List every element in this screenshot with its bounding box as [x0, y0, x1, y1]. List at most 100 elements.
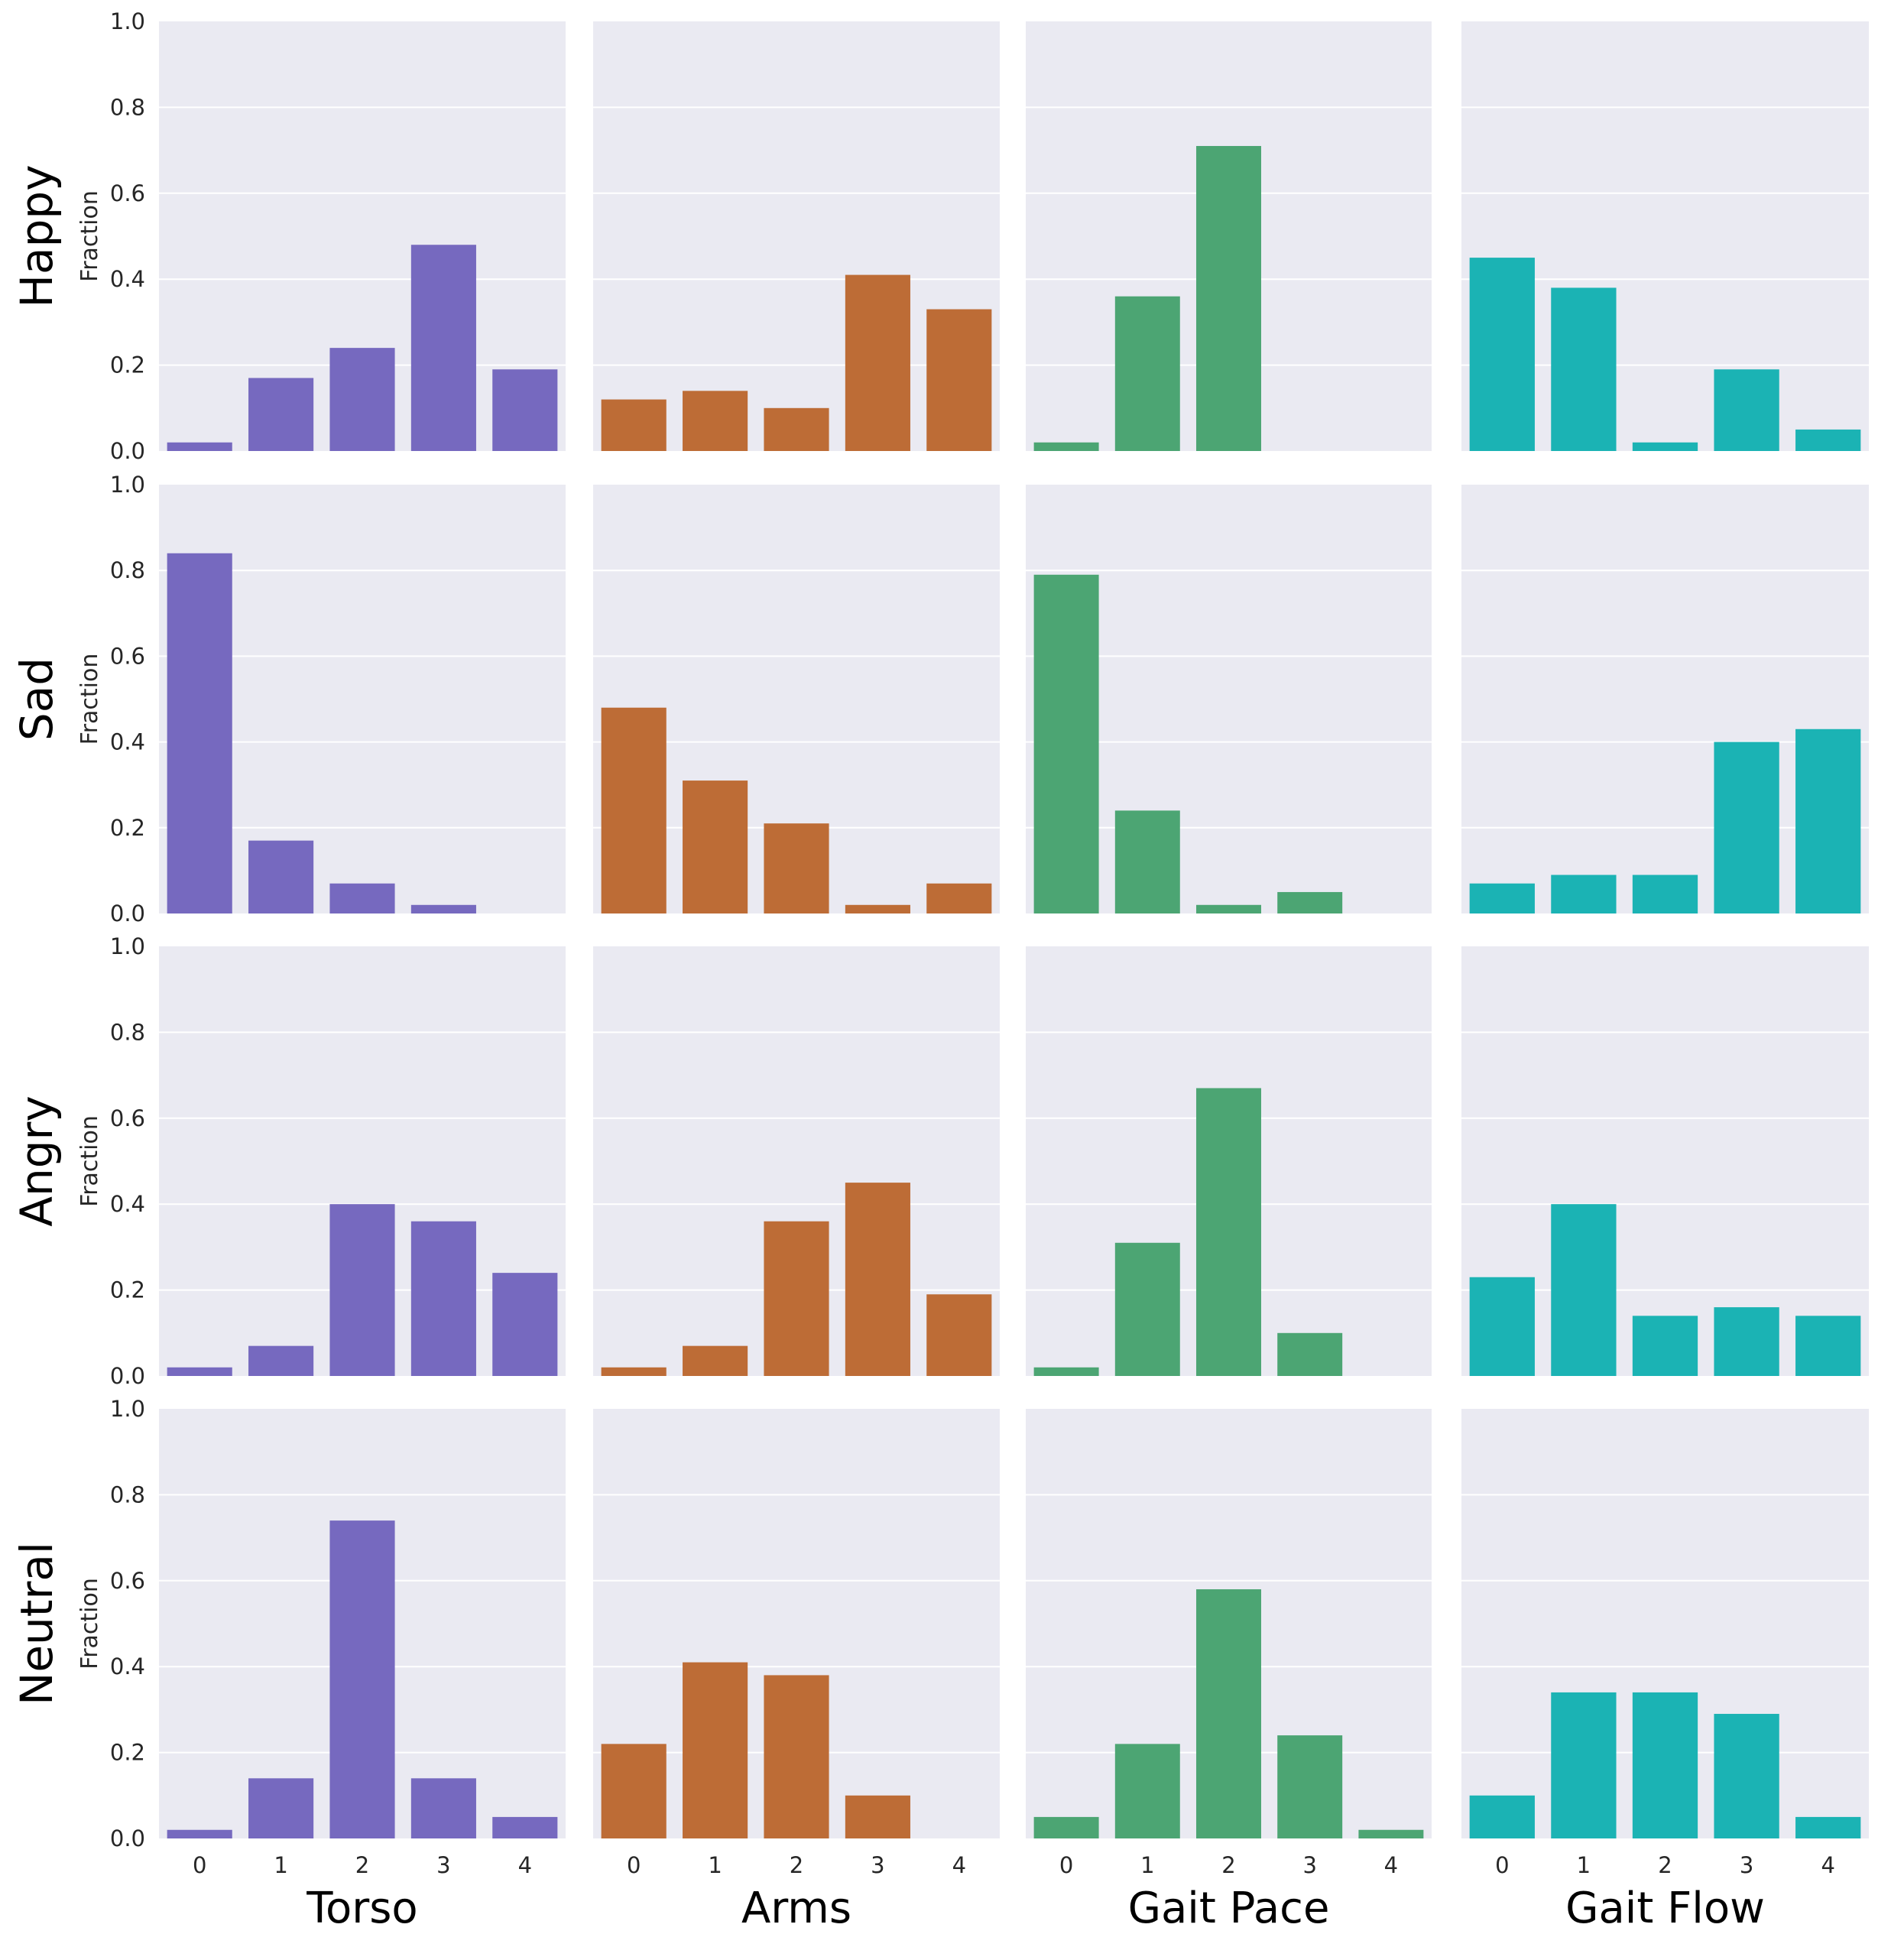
bar-sad-torso-0	[167, 553, 232, 913]
bar-angry-arms-1	[683, 1345, 748, 1376]
bar-sad-torso-3	[410, 904, 476, 913]
bar-angry-gait-flow-4	[1795, 1316, 1861, 1376]
y-tick-label: 0.2	[110, 815, 145, 841]
bar-happy-gait-pace-1	[1114, 296, 1180, 451]
bar-sad-gait-flow-0	[1469, 883, 1535, 913]
bar-sad-arms-1	[683, 780, 748, 913]
bar-happy-gait-flow-4	[1795, 429, 1861, 451]
bar-angry-gait-flow-0	[1469, 1277, 1535, 1376]
x-tick-label: 4	[952, 1852, 966, 1878]
x-tick-label: 0	[1059, 1852, 1073, 1878]
bar-angry-gait-flow-1	[1551, 1204, 1617, 1376]
bar-sad-gait-pace-1	[1114, 810, 1180, 913]
bar-sad-arms-0	[601, 707, 667, 913]
x-tick-label: 2	[1221, 1852, 1235, 1878]
bar-sad-arms-4	[926, 883, 992, 913]
bar-neutral-torso-2	[329, 1520, 395, 1838]
bar-neutral-torso-4	[492, 1816, 558, 1838]
bar-happy-arms-0	[601, 399, 667, 451]
x-tick-label: 4	[1384, 1852, 1398, 1878]
bar-sad-arms-2	[764, 823, 829, 913]
y-tick-label: 0.8	[110, 94, 145, 120]
bar-happy-torso-3	[410, 245, 476, 451]
x-tick-label: 1	[274, 1852, 287, 1878]
y-axis-label: Fraction	[76, 190, 103, 282]
x-tick-label: 1	[708, 1852, 722, 1878]
y-tick-label: 0.6	[110, 1568, 145, 1594]
x-tick-label: 0	[1495, 1852, 1509, 1878]
y-tick-label: 0.8	[110, 1481, 145, 1507]
bar-neutral-gait-pace-1	[1114, 1744, 1180, 1838]
bar-angry-gait-pace-1	[1114, 1242, 1180, 1376]
bar-neutral-gait-pace-0	[1033, 1816, 1099, 1838]
bar-neutral-torso-0	[167, 1829, 232, 1838]
bar-angry-gait-pace-3	[1277, 1332, 1343, 1376]
x-tick-label: 1	[1140, 1852, 1154, 1878]
y-tick-label: 1.0	[110, 1396, 145, 1422]
x-tick-label: 4	[1821, 1852, 1834, 1878]
bar-neutral-gait-flow-3	[1714, 1714, 1779, 1838]
bar-neutral-gait-flow-0	[1469, 1795, 1535, 1838]
bar-angry-gait-flow-2	[1632, 1316, 1698, 1376]
bar-neutral-torso-1	[248, 1778, 314, 1838]
y-tick-label: 0.2	[110, 1277, 145, 1303]
x-tick-label: 3	[1302, 1852, 1316, 1878]
bar-happy-gait-pace-0	[1033, 442, 1099, 451]
bar-neutral-gait-flow-4	[1795, 1816, 1861, 1838]
y-tick-label: 0.6	[110, 180, 145, 206]
bar-neutral-gait-pace-4	[1358, 1829, 1424, 1838]
y-axis-label: Fraction	[76, 654, 103, 745]
y-tick-label: 1.0	[110, 933, 145, 959]
y-tick-label: 0.2	[110, 1740, 145, 1766]
y-tick-label: 1.0	[110, 8, 145, 34]
y-tick-label: 0.6	[110, 1105, 145, 1131]
bar-happy-arms-2	[764, 407, 829, 451]
bar-angry-arms-4	[926, 1294, 992, 1376]
bar-neutral-torso-3	[410, 1778, 476, 1838]
x-tick-label: 3	[871, 1852, 884, 1878]
x-tick-label: 1	[1577, 1852, 1591, 1878]
y-axis-label: Fraction	[76, 1578, 103, 1670]
bar-angry-gait-flow-3	[1714, 1307, 1779, 1376]
y-axis-label: Fraction	[76, 1115, 103, 1207]
bar-sad-gait-flow-3	[1714, 741, 1779, 913]
bar-happy-gait-flow-1	[1551, 287, 1617, 451]
column-label-arms: Arms	[741, 1884, 851, 1933]
x-tick-label: 3	[1740, 1852, 1753, 1878]
bar-happy-arms-1	[683, 391, 748, 451]
x-tick-label: 4	[518, 1852, 532, 1878]
y-tick-label: 0.4	[110, 1653, 145, 1679]
y-tick-label: 0.6	[110, 643, 145, 669]
y-tick-label: 0.0	[110, 1363, 145, 1389]
bar-angry-torso-3	[410, 1221, 476, 1376]
column-label-gait-pace: Gait Pace	[1128, 1884, 1330, 1933]
bar-sad-gait-pace-2	[1196, 904, 1261, 913]
y-tick-label: 0.0	[110, 1825, 145, 1851]
bar-angry-torso-1	[248, 1345, 314, 1376]
bar-sad-gait-pace-0	[1033, 574, 1099, 913]
bar-neutral-arms-1	[683, 1662, 748, 1838]
bar-neutral-gait-flow-1	[1551, 1692, 1617, 1838]
y-tick-label: 0.0	[110, 900, 145, 926]
bar-neutral-gait-flow-2	[1632, 1692, 1698, 1838]
y-tick-label: 0.8	[110, 557, 145, 583]
bar-happy-gait-pace-2	[1196, 145, 1261, 452]
x-tick-label: 2	[355, 1852, 369, 1878]
bar-happy-torso-2	[329, 348, 395, 451]
bar-happy-torso-0	[167, 442, 232, 451]
bar-happy-gait-flow-2	[1632, 442, 1698, 451]
bar-angry-torso-2	[329, 1204, 395, 1376]
y-tick-label: 0.8	[110, 1019, 145, 1045]
bar-sad-gait-pace-3	[1277, 891, 1343, 913]
bar-neutral-arms-3	[845, 1795, 910, 1838]
y-tick-label: 0.4	[110, 1191, 145, 1217]
bar-angry-torso-4	[492, 1273, 558, 1376]
row-label-angry: Angry	[11, 1095, 63, 1226]
y-tick-label: 0.2	[110, 352, 145, 378]
bar-sad-gait-flow-1	[1551, 875, 1617, 913]
row-label-sad: Sad	[11, 657, 63, 741]
bar-happy-arms-4	[926, 309, 992, 451]
bar-angry-torso-0	[167, 1367, 232, 1376]
bar-angry-arms-0	[601, 1367, 667, 1376]
